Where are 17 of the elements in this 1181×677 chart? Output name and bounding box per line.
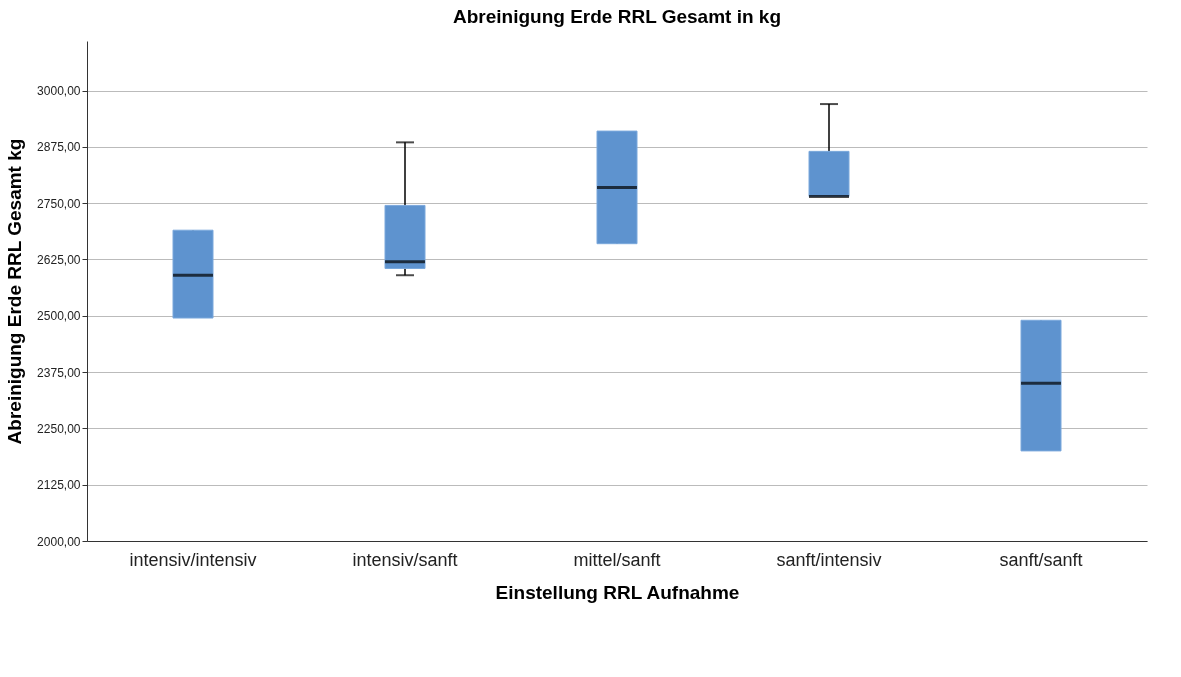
x-tick-label: intensiv/intensiv — [129, 549, 257, 570]
y-tick-label: 2250,00 — [37, 421, 81, 436]
y-tick-label: 2125,00 — [37, 478, 81, 493]
y-tick-label: 3000,00 — [37, 84, 81, 99]
chart-title: Abreinigung Erde RRL Gesamt in kg — [453, 6, 781, 27]
y-tick-label: 2875,00 — [37, 140, 81, 155]
x-tick-label: sanft/intensiv — [776, 549, 882, 570]
y-tick-label: 2375,00 — [37, 365, 81, 380]
y-tick-label: 2750,00 — [37, 196, 81, 211]
y-tick-label: 2625,00 — [37, 252, 81, 267]
x-tick-label: intensiv/sanft — [352, 549, 458, 570]
y-axis-title: Abreinigung Erde RRL Gesamt kg — [4, 138, 26, 445]
y-tick-label: 2500,00 — [37, 309, 81, 324]
x-tick-label: mittel/sanft — [573, 549, 661, 570]
x-tick-label: sanft/sanft — [999, 549, 1083, 570]
y-tick-label: 2000,00 — [37, 534, 81, 549]
x-axis-title: Einstellung RRL Aufnahme — [495, 581, 740, 603]
